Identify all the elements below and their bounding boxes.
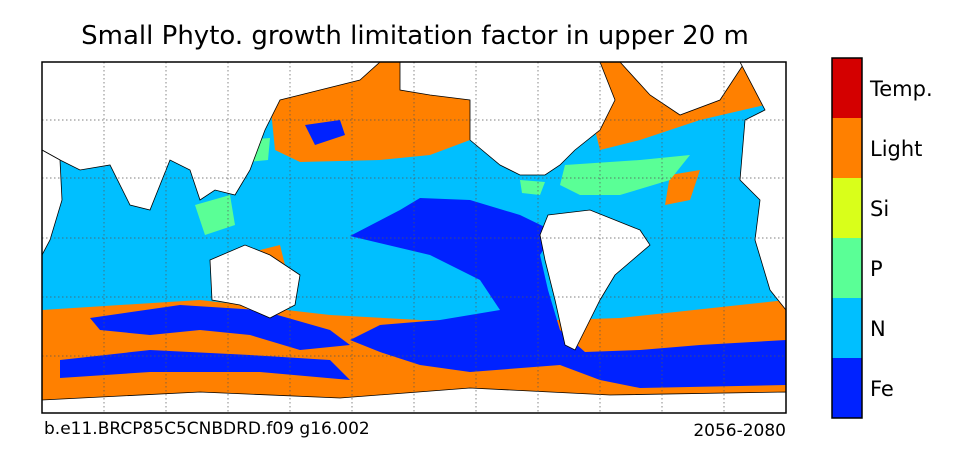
colorbar-label: Light xyxy=(870,137,922,161)
colorbar-swatch xyxy=(832,358,862,418)
colorbar-label: N xyxy=(870,317,886,341)
colorbar-frame xyxy=(831,57,863,419)
land xyxy=(209,244,301,319)
colorbar-label: Si xyxy=(870,197,889,221)
land xyxy=(42,62,381,211)
colorbar-label: Fe xyxy=(870,377,894,401)
colorbar-label: P xyxy=(870,257,883,281)
region-fe xyxy=(60,198,786,388)
period: 2056-2080 xyxy=(693,421,786,441)
colorbar-swatch xyxy=(832,58,862,118)
colorbar-swatch xyxy=(832,298,862,358)
land xyxy=(399,62,616,176)
region-fe xyxy=(305,120,345,145)
land xyxy=(539,209,651,351)
map-frame xyxy=(41,61,787,414)
colorbar-swatch xyxy=(832,238,862,298)
map-title: Small Phyto. growth limitation factor in… xyxy=(81,21,749,51)
map xyxy=(41,61,787,414)
colorbar: Temp. Light Si P N Fe xyxy=(831,57,933,419)
land xyxy=(42,149,63,256)
land xyxy=(619,62,746,116)
colorbar-swatch xyxy=(832,178,862,238)
land xyxy=(739,62,786,311)
grid xyxy=(42,62,786,413)
colorbar-label: Temp. xyxy=(869,77,933,101)
colorbar-swatch xyxy=(832,118,862,178)
run-name: b.e11.BRCP85C5CNBDRD.f09 g16.002 xyxy=(44,419,370,439)
